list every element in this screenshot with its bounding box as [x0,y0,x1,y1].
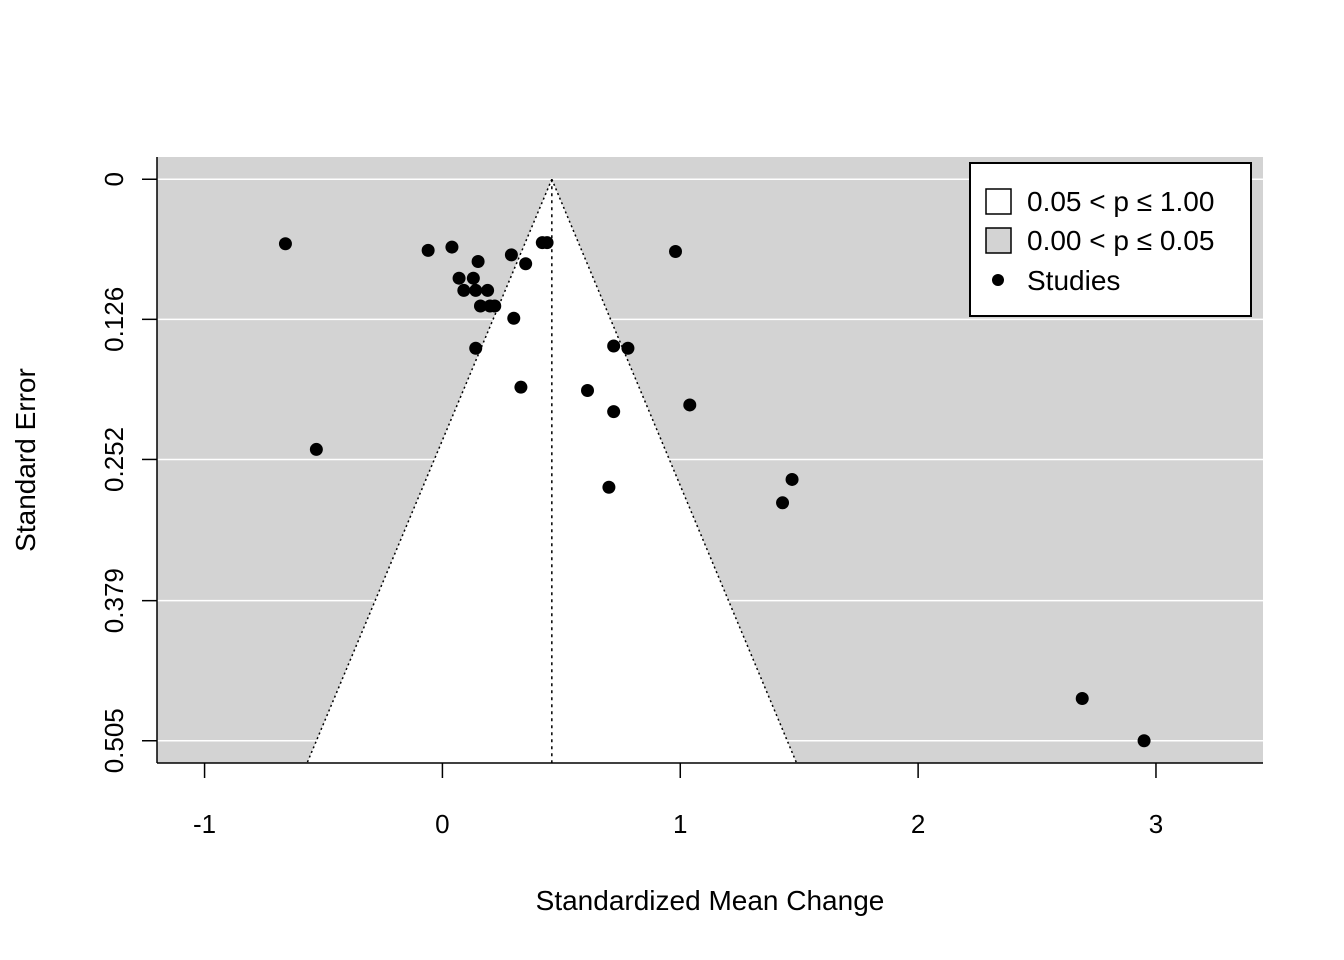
x-tick-label-3: 2 [911,809,925,839]
x-tick-label-0: -1 [193,809,216,839]
study-point-20 [581,384,595,398]
study-point-16 [507,311,521,325]
study-point-21 [607,339,621,353]
study-point-23 [607,405,621,419]
study-point-1 [309,442,323,456]
study-point-6 [466,271,480,285]
study-point-0 [278,237,292,251]
y-axis-title: Standard Error [10,368,41,552]
y-tick-label-1: 0.126 [99,287,129,352]
study-point-13 [469,341,483,355]
study-point-2 [421,243,435,257]
study-point-28 [776,496,790,510]
study-point-14 [504,248,518,262]
legend-box [969,162,1252,317]
y-tick-label-3: 0.379 [99,568,129,633]
y-tick-label-0: 0 [99,172,129,186]
study-point-18 [540,236,554,250]
study-point-4 [471,255,485,269]
x-tick-label-2: 1 [673,809,687,839]
study-point-9 [481,283,495,297]
legend-swatch-outer-region [985,227,1012,254]
study-point-15 [519,257,533,271]
legend-swatch-studies [992,274,1004,286]
x-axis-title: Standardized Mean Change [536,885,885,916]
study-point-24 [669,245,683,259]
study-point-8 [469,283,483,297]
legend-swatch-inner-region [985,188,1012,215]
y-tick-label-4: 0.505 [99,708,129,773]
study-point-5 [452,271,466,285]
study-point-12 [488,299,502,313]
study-point-7 [457,283,471,297]
funnel-region [307,179,797,763]
legend-label-studies: Studies [1027,265,1120,296]
x-tick-label-1: 0 [435,809,449,839]
study-point-25 [683,398,697,412]
legend-label-outer-region: 0.00 < p ≤ 0.05 [1027,225,1214,256]
legend: 0.05 < p ≤ 1.00 0.00 < p ≤ 0.05 Studies [969,162,1252,317]
y-axis: 0 0.126 0.252 0.379 0.505 [99,157,158,773]
study-point-26 [602,480,616,494]
study-point-29 [1075,692,1089,706]
legend-label-inner-region: 0.05 < p ≤ 1.00 [1027,186,1214,217]
x-axis: -1 0 1 2 3 [157,762,1263,839]
study-point-30 [1137,734,1151,748]
funnel-edge-right [551,178,798,764]
study-point-19 [514,380,528,394]
study-point-3 [445,240,459,254]
study-point-22 [621,341,635,355]
study-point-27 [785,472,799,486]
funnel-edge-left [306,178,553,764]
study-point-10 [473,299,487,313]
y-tick-label-2: 0.252 [99,427,129,492]
x-tick-label-4: 3 [1149,809,1163,839]
